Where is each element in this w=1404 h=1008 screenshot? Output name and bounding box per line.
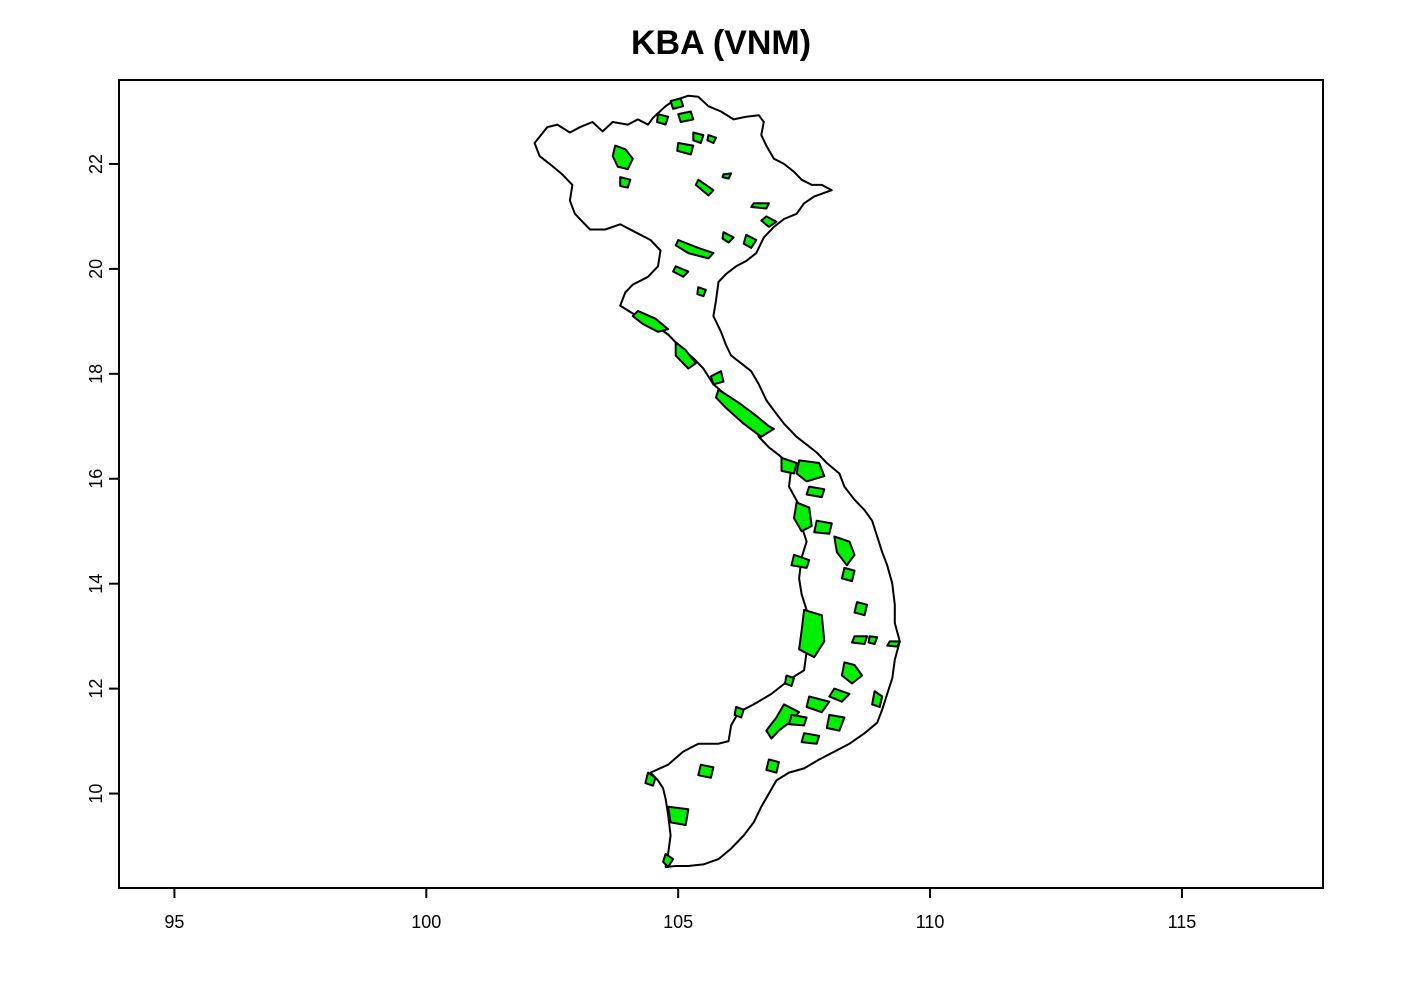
kba-area-47 <box>662 852 675 868</box>
kba-area-27 <box>833 535 856 567</box>
kba-area-38 <box>765 703 801 740</box>
y-tick-label: 18 <box>86 364 106 384</box>
kba-area-16 <box>672 265 690 278</box>
y-tick-label: 14 <box>86 574 106 594</box>
kba-area-18 <box>631 309 670 333</box>
kba-area-23 <box>795 459 826 483</box>
kba-area-13 <box>742 233 758 249</box>
kba-area-37 <box>805 695 831 714</box>
kba-area-19 <box>674 341 697 370</box>
kba-area-29 <box>790 553 811 569</box>
kba-area-36 <box>828 687 851 703</box>
kba-area-14 <box>721 231 735 244</box>
kba-area-41 <box>800 732 821 745</box>
y-axis: 10 12 14 16 18 20 22 <box>86 154 119 804</box>
kba-area-46 <box>667 805 690 826</box>
kba-area-49 <box>784 674 795 687</box>
kba-area-21 <box>715 388 775 438</box>
plot-title: KBA (VNM) <box>631 24 811 62</box>
kba-area-43 <box>765 758 780 774</box>
kba-area-3 <box>669 97 685 110</box>
kba-area-9 <box>694 178 715 197</box>
kba-area-40 <box>825 713 846 732</box>
kba-area-17 <box>696 286 707 298</box>
kba-area-2 <box>619 176 632 189</box>
y-tick-label: 22 <box>86 154 106 174</box>
kba-area-12 <box>760 215 778 228</box>
kba-area-34 <box>886 640 901 648</box>
country-outline <box>533 94 901 868</box>
kba-area-28 <box>840 566 856 583</box>
map-layer <box>533 94 901 868</box>
x-tick-label: 110 <box>916 912 945 932</box>
kba-area-7 <box>676 142 695 156</box>
x-tick-label: 115 <box>1168 912 1197 932</box>
kba-area-5 <box>656 113 670 126</box>
y-tick-label: 10 <box>86 784 106 804</box>
kba-area-39 <box>788 713 808 727</box>
x-tick-label: 95 <box>164 912 184 932</box>
y-tick-label: 12 <box>86 679 106 699</box>
kba-area-8 <box>706 134 717 144</box>
kba-area-15 <box>674 239 715 260</box>
kba-area-48 <box>733 706 745 719</box>
kba-area-10 <box>721 172 733 180</box>
kba-area-1 <box>611 144 634 171</box>
kba-area-42 <box>871 690 884 708</box>
kba-area-31 <box>853 601 869 617</box>
kba-area-32 <box>851 635 869 645</box>
kba-area-25 <box>793 501 813 533</box>
kba-area-30 <box>798 608 826 659</box>
kba-area-22 <box>780 456 798 475</box>
kba-area-20 <box>709 370 725 386</box>
y-tick-label: 20 <box>86 259 106 279</box>
kba-area-4 <box>677 110 695 123</box>
x-axis: 95 100 105 110 115 <box>164 888 1196 932</box>
kba-area-26 <box>813 519 833 535</box>
kba-area-33 <box>867 635 879 645</box>
kba-area-35 <box>840 661 864 685</box>
x-tick-label: 105 <box>663 912 693 932</box>
kba-area-6 <box>692 131 705 144</box>
kba-area-45 <box>644 771 657 787</box>
y-tick-label: 16 <box>86 469 106 489</box>
plot-frame <box>118 79 1324 889</box>
kba-area-44 <box>697 763 715 779</box>
x-tick-label: 100 <box>411 912 441 932</box>
kba-area-24 <box>805 485 826 499</box>
kba-area-11 <box>750 202 770 210</box>
